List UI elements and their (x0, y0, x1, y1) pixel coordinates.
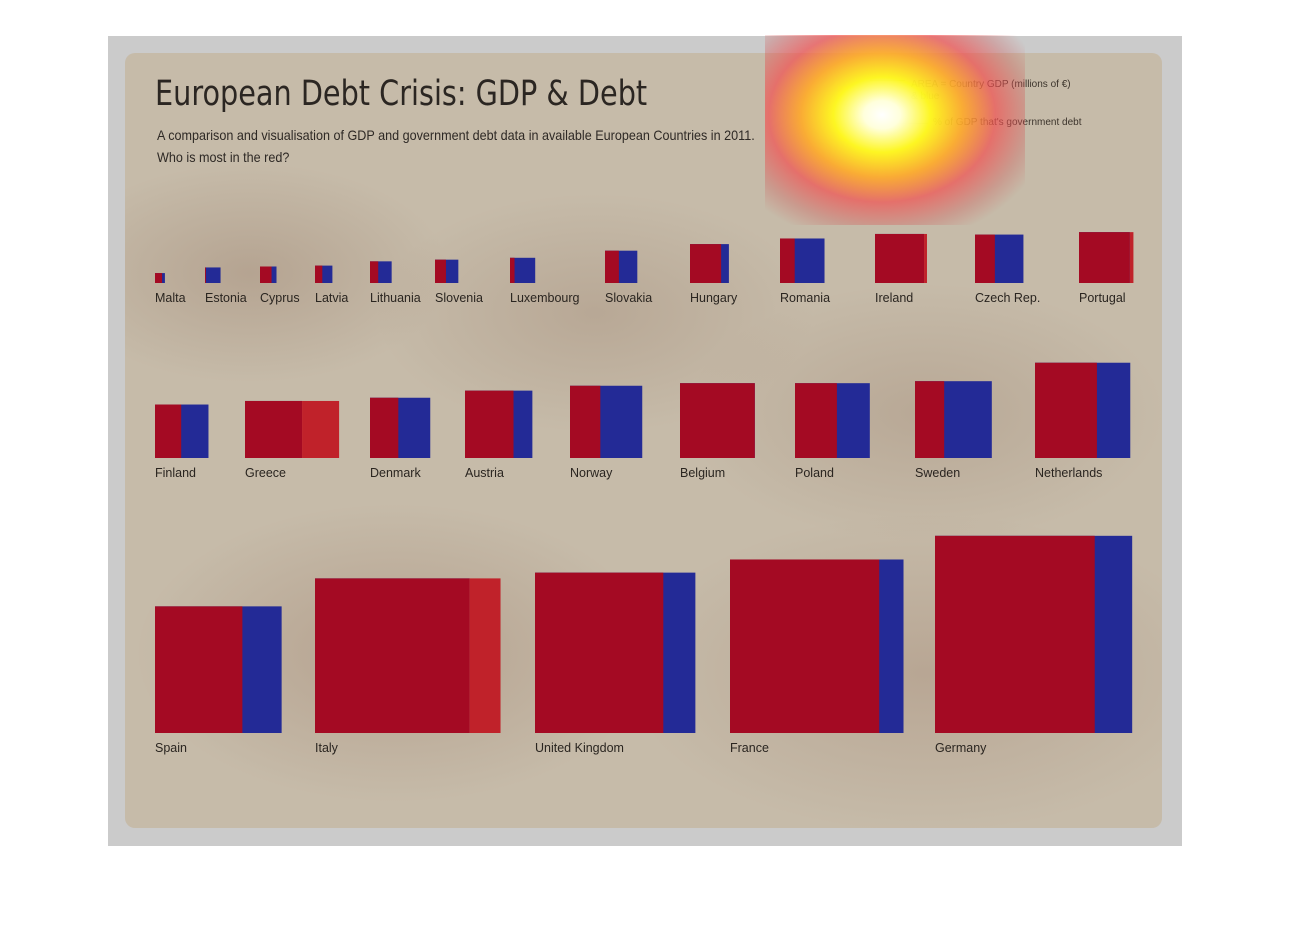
country-malta: Malta (155, 273, 186, 305)
country-italy: Italy (315, 578, 501, 755)
country-austria: Austria (465, 390, 533, 480)
country-hungary: Hungary (690, 244, 738, 305)
country-spain: Spain (155, 606, 282, 755)
debt-overflow-greece (302, 400, 340, 458)
debt-bar-austria (465, 390, 514, 458)
debt-overflow-italy (469, 578, 501, 733)
country-norway: Norway (570, 385, 643, 480)
country-slovakia: Slovakia (605, 250, 652, 305)
debt-bar-spain (155, 606, 243, 733)
debt-bar-latvia (315, 265, 323, 283)
debt-bar-lithuania (370, 261, 379, 283)
label-poland: Poland (795, 466, 834, 480)
country-ireland: Ireland (875, 233, 927, 305)
debt-bar-czech-rep (975, 234, 995, 283)
country-sweden: Sweden (915, 381, 992, 480)
country-czech-rep: Czech Rep. (975, 234, 1040, 305)
label-finland: Finland (155, 466, 196, 480)
debt-bar-portugal (1079, 232, 1130, 283)
country-lithuania: Lithuania (370, 261, 421, 305)
debt-bar-slovakia (605, 250, 619, 283)
label-malta: Malta (155, 291, 186, 305)
country-estonia: Estonia (205, 267, 247, 305)
label-estonia: Estonia (205, 291, 247, 305)
debt-bar-united-kingdom (535, 572, 664, 733)
label-belgium: Belgium (680, 466, 725, 480)
label-italy: Italy (315, 741, 339, 755)
label-czech-rep: Czech Rep. (975, 291, 1040, 305)
label-ireland: Ireland (875, 291, 913, 305)
country-france: France (730, 559, 904, 755)
label-sweden: Sweden (915, 466, 960, 480)
label-hungary: Hungary (690, 291, 738, 305)
country-latvia: Latvia (315, 265, 348, 305)
gdp-square-estonia (205, 267, 221, 283)
country-luxembourg: Luxembourg (510, 257, 580, 305)
country-finland: Finland (155, 404, 209, 480)
debt-bar-netherlands (1035, 362, 1097, 458)
debt-bar-france (730, 559, 880, 733)
label-luxembourg: Luxembourg (510, 291, 580, 305)
debt-bar-sweden (915, 381, 945, 458)
label-france: France (730, 741, 769, 755)
debt-bar-belgium (680, 383, 755, 458)
debt-bar-hungary (690, 244, 722, 283)
country-romania: Romania (780, 238, 830, 305)
country-netherlands: Netherlands (1035, 362, 1131, 480)
debt-overflow-ireland (924, 233, 927, 283)
label-greece: Greece (245, 466, 286, 480)
label-austria: Austria (465, 466, 504, 480)
debt-bar-estonia (205, 267, 206, 283)
label-netherlands: Netherlands (1035, 466, 1102, 480)
label-slovakia: Slovakia (605, 291, 652, 305)
label-slovenia: Slovenia (435, 291, 483, 305)
country-greece: Greece (245, 400, 340, 480)
label-portugal: Portugal (1079, 291, 1126, 305)
debt-overflow-portugal (1129, 232, 1134, 283)
page-title: European Debt Crisis: GDP & Debt (155, 74, 648, 114)
debt-bar-romania (780, 238, 795, 283)
country-united-kingdom: United Kingdom (535, 572, 696, 755)
debt-bar-cyprus (260, 266, 272, 283)
country-slovenia: Slovenia (435, 259, 483, 305)
country-belgium: Belgium (680, 383, 755, 480)
label-lithuania: Lithuania (370, 291, 421, 305)
debt-bar-malta (155, 273, 163, 283)
subtitle-line-2: Who is most in the red? (157, 149, 290, 165)
label-cyprus: Cyprus (260, 291, 300, 305)
label-spain: Spain (155, 741, 187, 755)
label-romania: Romania (780, 291, 830, 305)
country-poland: Poland (795, 383, 870, 480)
label-united-kingdom: United Kingdom (535, 741, 624, 755)
debt-bar-denmark (370, 397, 399, 458)
label-norway: Norway (570, 466, 613, 480)
country-germany: Germany (935, 535, 1133, 755)
country-portugal: Portugal (1079, 232, 1134, 305)
label-germany: Germany (935, 741, 987, 755)
country-cyprus: Cyprus (260, 266, 300, 305)
debt-bar-poland (795, 383, 837, 458)
debt-bar-finland (155, 404, 182, 458)
label-denmark: Denmark (370, 466, 421, 480)
label-latvia: Latvia (315, 291, 348, 305)
debt-bar-luxembourg (510, 257, 515, 283)
debt-bar-ireland (875, 233, 925, 283)
country-denmark: Denmark (370, 397, 431, 480)
debt-bar-greece (245, 400, 303, 458)
debt-bar-slovenia (435, 259, 446, 283)
debt-bar-norway (570, 385, 601, 458)
debt-bar-italy (315, 578, 470, 733)
subtitle-line-1: A comparison and visualisation of GDP an… (157, 127, 755, 143)
debt-bar-germany (935, 535, 1095, 733)
